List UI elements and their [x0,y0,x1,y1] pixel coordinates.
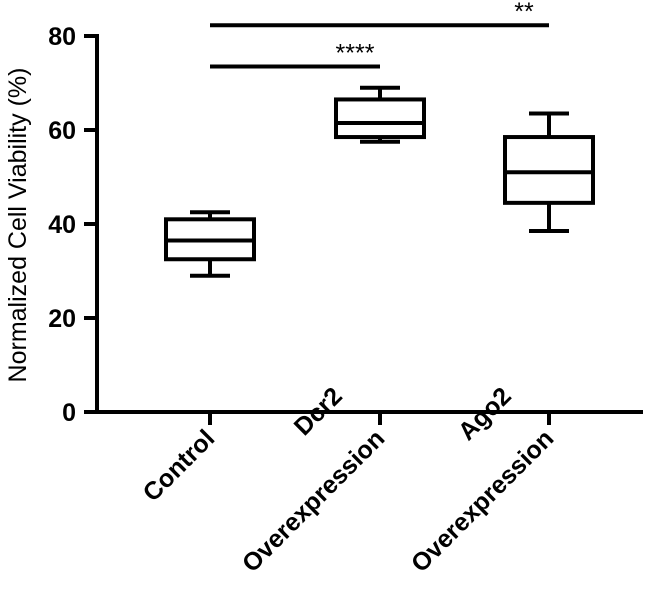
significance-label: ** [514,0,534,26]
y-axis-ticks: 0 20 40 60 80 [48,23,97,427]
category-label: Control [138,424,221,507]
y-tick-label: 20 [48,305,76,333]
y-axis-label: Normalized Cell Viability (%) [4,68,32,383]
y-tick-label: 0 [62,399,76,427]
category-label: Overexpression [406,424,559,577]
iqr-box [503,135,595,205]
y-tick-label: 40 [48,211,76,239]
iqr-box [334,97,426,140]
category-label: Ago2 [453,382,517,446]
significance-annotations: ****** [210,0,549,69]
box-group [164,210,256,278]
boxes [164,85,595,278]
box-group [503,111,595,234]
y-tick-label: 80 [48,23,76,51]
x-axis-ticks [208,412,551,425]
category-label: Overexpression [237,424,390,577]
significance-label: **** [336,40,375,68]
box-group [334,85,426,144]
y-tick-label: 60 [48,117,76,145]
